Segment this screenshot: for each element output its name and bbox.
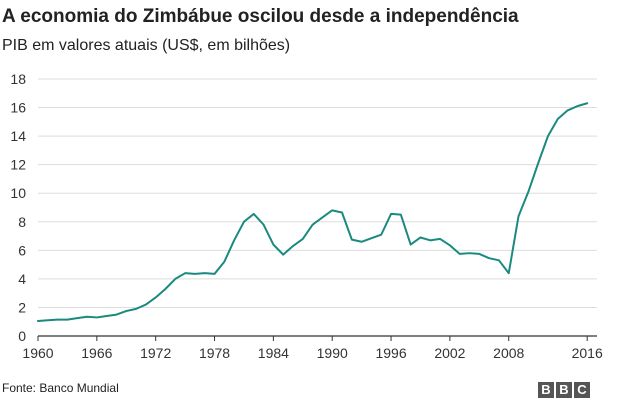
y-tick-label: 8 (18, 214, 26, 230)
bbc-logo-letter: B (538, 382, 554, 398)
y-axis-labels: 0 2 4 6 8 10 12 14 16 18 (10, 71, 26, 344)
series-line (37, 102, 589, 323)
x-tick-label: 2008 (493, 345, 524, 361)
source-note: Fonte: Banco Mundial (2, 381, 119, 395)
x-tick-label: 1966 (81, 345, 112, 361)
y-tick-label: 0 (18, 328, 26, 344)
y-tick-label: 16 (10, 100, 26, 116)
bbc-logo: B B C (538, 382, 590, 398)
y-tick-label: 2 (18, 299, 26, 315)
x-tick-label: 2002 (434, 345, 465, 361)
y-tick-label: 6 (18, 242, 26, 258)
y-tick-label: 4 (18, 271, 26, 287)
x-tick-label: 1972 (140, 345, 171, 361)
y-tick-label: 18 (10, 71, 26, 87)
x-tick-label: 1990 (317, 345, 348, 361)
chart-subtitle: PIB em valores atuais (US$, em bilhões) (2, 37, 291, 54)
bbc-logo-letter: B (556, 382, 572, 398)
x-tick-label: 1984 (258, 345, 289, 361)
x-axis: 1960 1966 1972 1978 1984 1990 1996 2002 2008 2016 (22, 335, 603, 361)
chart-title: A economia do Zimbábue oscilou desde a i… (2, 6, 519, 27)
x-tick-label: 2016 (572, 345, 603, 361)
x-tick-label: 1978 (199, 345, 230, 361)
bbc-logo-letter: C (574, 382, 590, 398)
y-tick-label: 10 (10, 185, 26, 201)
y-tick-label: 14 (10, 128, 26, 144)
x-tick-label: 1996 (375, 345, 406, 361)
series-layer (37, 102, 589, 323)
y-tick-label: 12 (10, 157, 26, 173)
x-tick-label: 1960 (22, 345, 53, 361)
gridlines (38, 78, 597, 308)
